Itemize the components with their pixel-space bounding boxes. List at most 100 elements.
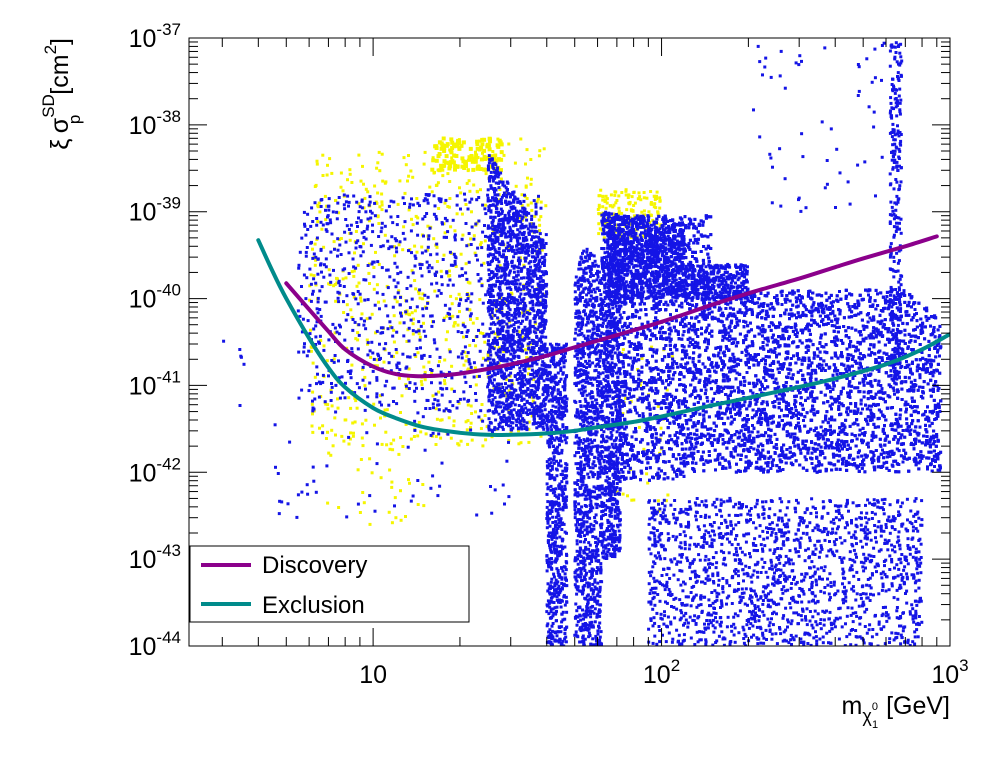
blue-point xyxy=(559,369,563,373)
blue-point xyxy=(516,197,520,201)
blue-point xyxy=(513,314,517,318)
yellow-point xyxy=(392,245,396,249)
blue-point xyxy=(432,338,436,342)
blue-point xyxy=(501,409,505,413)
blue-point xyxy=(491,301,494,305)
blue-point xyxy=(524,378,528,382)
blue-point xyxy=(591,396,595,399)
yellow-point xyxy=(355,406,359,410)
blue-point xyxy=(354,241,358,245)
blue-point xyxy=(510,383,514,387)
blue-point xyxy=(500,319,504,323)
yellow-point xyxy=(403,191,407,195)
yellow-point xyxy=(312,274,316,278)
blue-point xyxy=(484,293,488,297)
blue-point xyxy=(465,307,469,311)
blue-point xyxy=(499,227,503,231)
blue-point xyxy=(528,329,532,333)
blue-point xyxy=(525,218,529,222)
blue-point xyxy=(587,288,591,291)
blue-point xyxy=(593,290,597,294)
yellow-points-layer xyxy=(308,136,674,526)
blue-point xyxy=(500,370,503,374)
blue-point xyxy=(502,348,506,352)
blue-point xyxy=(347,200,351,204)
yellow-point xyxy=(322,344,326,348)
yellow-point xyxy=(485,142,490,147)
blue-point xyxy=(538,232,542,236)
blue-point xyxy=(495,230,499,234)
blue-point xyxy=(528,281,532,285)
blue-point xyxy=(588,516,592,520)
blue-point xyxy=(547,560,551,564)
blue-point xyxy=(544,319,548,323)
yellow-point xyxy=(609,204,613,208)
blue-point xyxy=(496,332,500,336)
blue-point xyxy=(551,451,555,455)
yellow-point xyxy=(326,407,330,411)
yellow-point xyxy=(487,147,492,152)
yellow-point xyxy=(434,407,438,411)
blue-point xyxy=(549,468,553,472)
blue-point xyxy=(546,500,550,504)
blue-point xyxy=(584,573,588,577)
blue-point xyxy=(488,276,492,280)
blue-point xyxy=(342,285,346,288)
blue-point xyxy=(561,406,564,410)
blue-point xyxy=(311,292,314,296)
yellow-point xyxy=(604,206,608,210)
blue-point xyxy=(222,339,226,343)
blue-point xyxy=(507,211,511,215)
blue-point xyxy=(487,254,490,258)
yellow-point xyxy=(464,203,468,206)
blue-point xyxy=(337,291,341,295)
blue-point xyxy=(495,342,499,346)
yellow-point xyxy=(539,200,543,204)
blue-point xyxy=(548,524,552,528)
blue-point xyxy=(553,592,557,596)
blue-point xyxy=(534,202,538,206)
blue-point xyxy=(598,365,602,368)
blue-point xyxy=(559,517,563,521)
blue-point xyxy=(557,493,561,497)
blue-point xyxy=(582,566,586,570)
blue-point xyxy=(309,224,313,228)
yellow-point xyxy=(455,212,459,216)
blue-point xyxy=(578,369,582,373)
yellow-point xyxy=(370,312,374,316)
yellow-point xyxy=(480,142,485,147)
blue-point xyxy=(312,327,316,331)
blue-point xyxy=(522,297,526,301)
blue-point xyxy=(599,293,603,297)
blue-point xyxy=(435,270,439,274)
blue-point xyxy=(385,268,389,272)
yellow-point xyxy=(437,360,441,364)
yellow-point xyxy=(483,167,488,172)
blue-point xyxy=(380,221,384,225)
blue-point xyxy=(505,286,509,290)
blue-point xyxy=(499,416,503,419)
blue-point xyxy=(575,549,579,553)
blue-point xyxy=(500,292,504,296)
blue-point xyxy=(530,229,534,233)
blue-point xyxy=(514,309,518,312)
blue-point xyxy=(528,411,532,415)
yellow-point xyxy=(415,250,419,254)
blue-point xyxy=(515,248,519,252)
yellow-point xyxy=(405,340,409,343)
blue-point xyxy=(561,508,565,512)
blue-point xyxy=(501,386,505,389)
blue-point xyxy=(533,401,537,405)
blue-point xyxy=(545,272,548,276)
blue-point xyxy=(435,242,439,246)
blue-point xyxy=(435,281,439,285)
yellow-point xyxy=(483,340,487,344)
blue-point xyxy=(346,360,349,363)
blue-point xyxy=(404,384,408,388)
blue-point xyxy=(564,640,568,644)
blue-point xyxy=(545,526,549,530)
blue-point xyxy=(507,495,511,499)
blue-point xyxy=(383,384,387,388)
blue-point xyxy=(522,306,526,310)
yellow-point xyxy=(532,377,535,381)
